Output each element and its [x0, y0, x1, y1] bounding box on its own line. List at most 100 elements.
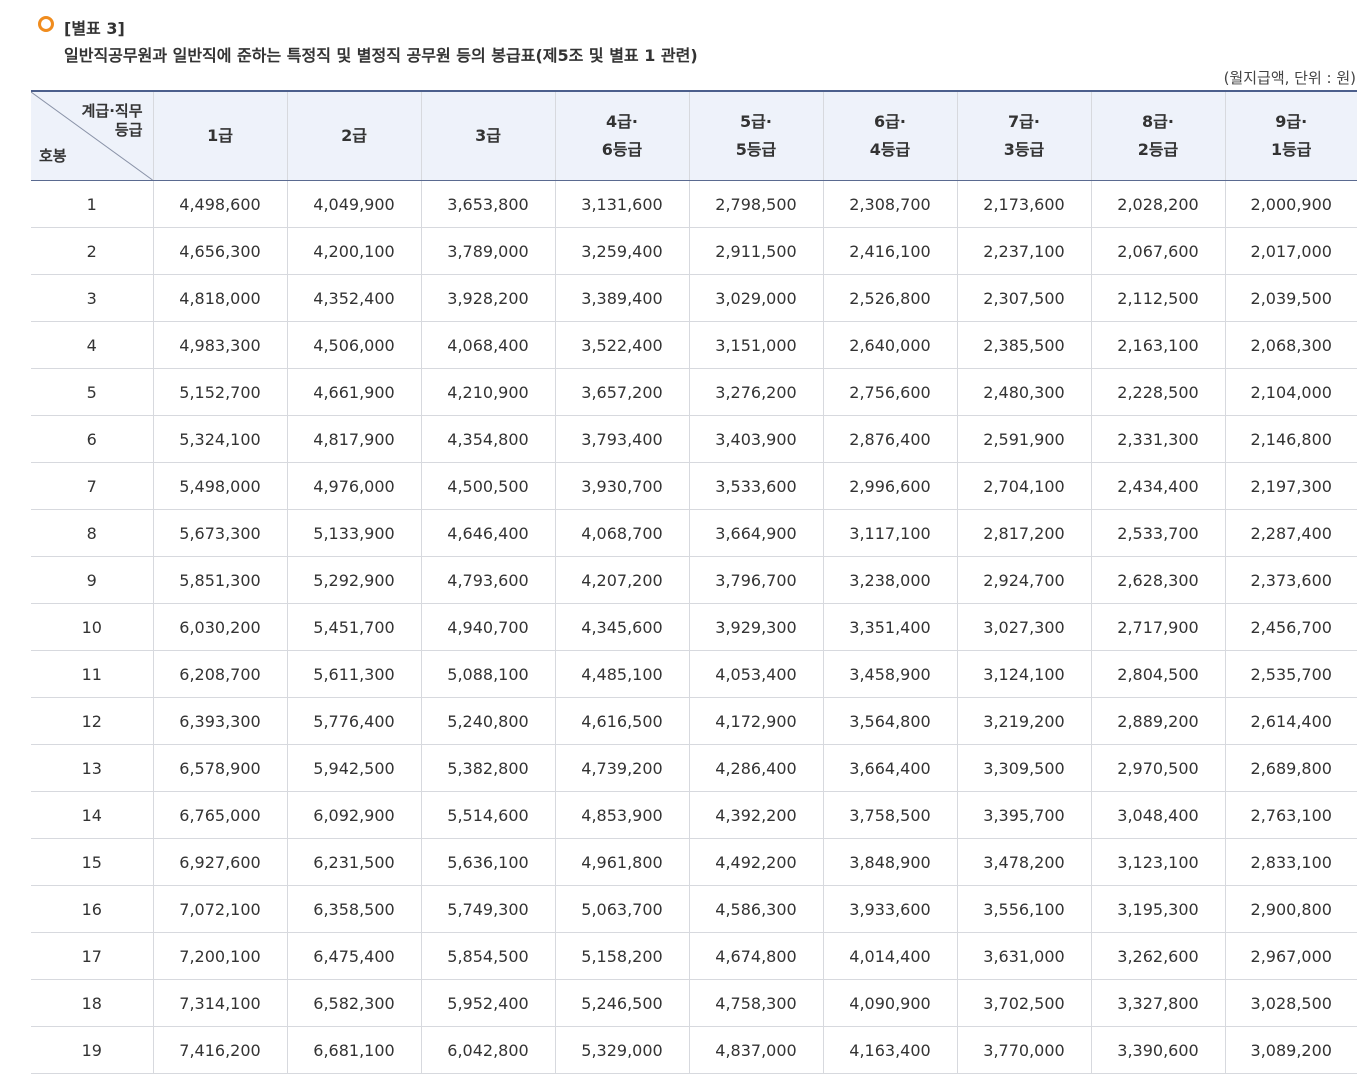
salary-cell: 2,889,200 — [1091, 697, 1226, 745]
corner-grade-line1: 계급·직무 — [81, 102, 143, 120]
salary-cell: 4,210,900 — [421, 368, 556, 416]
salary-cell: 6,578,900 — [153, 744, 288, 792]
salary-cell: 5,292,900 — [287, 556, 422, 604]
salary-cell: 3,029,000 — [689, 274, 824, 322]
salary-cell: 3,793,400 — [555, 415, 690, 463]
salary-cell: 3,327,800 — [1091, 979, 1226, 1027]
salary-cell: 4,352,400 — [287, 274, 422, 322]
salary-cell: 2,756,600 — [823, 368, 958, 416]
column-header: 6급· 4등급 — [823, 91, 958, 181]
salary-cell: 4,961,800 — [555, 838, 690, 886]
salary-cell: 5,851,300 — [153, 556, 288, 604]
salary-cell: 2,308,700 — [823, 180, 958, 228]
salary-cell: 6,042,800 — [421, 1026, 556, 1074]
salary-cell: 3,389,400 — [555, 274, 690, 322]
salary-cell: 3,124,100 — [957, 650, 1092, 698]
salary-cell: 3,631,000 — [957, 932, 1092, 980]
salary-cell: 3,478,200 — [957, 838, 1092, 886]
salary-cell: 4,586,300 — [689, 885, 824, 933]
salary-cell: 6,231,500 — [287, 838, 422, 886]
salary-cell: 2,533,700 — [1091, 509, 1226, 557]
diagonal-line — [31, 92, 152, 180]
salary-cell: 4,793,600 — [421, 556, 556, 604]
salary-cell: 5,854,500 — [421, 932, 556, 980]
salary-cell: 3,262,600 — [1091, 932, 1226, 980]
salary-cell: 4,485,100 — [555, 650, 690, 698]
salary-cell: 4,661,900 — [287, 368, 422, 416]
salary-cell: 2,039,500 — [1225, 274, 1357, 322]
salary-cell: 2,967,000 — [1225, 932, 1357, 980]
salary-cell: 5,324,100 — [153, 415, 288, 463]
salary-cell: 3,151,000 — [689, 321, 824, 369]
salary-cell: 2,804,500 — [1091, 650, 1226, 698]
salary-cell: 4,163,400 — [823, 1026, 958, 1074]
salary-cell: 5,776,400 — [287, 697, 422, 745]
salary-cell: 2,817,200 — [957, 509, 1092, 557]
salary-cell: 3,564,800 — [823, 697, 958, 745]
salary-cell: 3,309,500 — [957, 744, 1092, 792]
salary-cell: 4,500,500 — [421, 462, 556, 510]
salary-cell: 5,246,500 — [555, 979, 690, 1027]
step-cell: 2 — [31, 227, 154, 275]
salary-cell: 2,416,100 — [823, 227, 958, 275]
salary-cell: 6,030,200 — [153, 603, 288, 651]
salary-cell: 2,228,500 — [1091, 368, 1226, 416]
salary-cell: 2,970,500 — [1091, 744, 1226, 792]
salary-cell: 3,458,900 — [823, 650, 958, 698]
header-row: 계급·직무 등급 호봉 1급 2급 3급 4급· 6등급 5급· 5등급 6급· 4등… — [31, 91, 1357, 181]
step-cell: 9 — [31, 556, 154, 604]
salary-cell: 2,689,800 — [1225, 744, 1357, 792]
salary-cell: 4,818,000 — [153, 274, 288, 322]
salary-cell: 2,628,300 — [1091, 556, 1226, 604]
salary-cell: 4,068,700 — [555, 509, 690, 557]
salary-cell: 4,049,900 — [287, 180, 422, 228]
salary-cell: 2,112,500 — [1091, 274, 1226, 322]
salary-cell: 3,848,900 — [823, 838, 958, 886]
salary-cell: 3,259,400 — [555, 227, 690, 275]
circle-bullet-icon — [38, 16, 54, 32]
step-cell: 5 — [31, 368, 154, 416]
salary-cell: 2,000,900 — [1225, 180, 1357, 228]
salary-cell: 6,208,700 — [153, 650, 288, 698]
salary-cell: 4,207,200 — [555, 556, 690, 604]
table-row: 8 5,673,300 5,133,900 4,646,400 4,068,700 3,6… — [31, 509, 1357, 557]
column-header: 8급· 2등급 — [1091, 91, 1226, 181]
salary-cell: 2,640,000 — [823, 321, 958, 369]
salary-cell: 5,514,600 — [421, 791, 556, 839]
table-row: 5 5,152,700 4,661,900 4,210,900 3,657,200 3,2… — [31, 368, 1357, 416]
step-cell: 1 — [31, 180, 154, 228]
salary-cell: 3,123,100 — [1091, 838, 1226, 886]
salary-cell: 4,940,700 — [421, 603, 556, 651]
salary-cell: 6,393,300 — [153, 697, 288, 745]
salary-cell: 6,681,100 — [287, 1026, 422, 1074]
step-cell: 14 — [31, 791, 154, 839]
salary-cell: 5,673,300 — [153, 509, 288, 557]
salary-cell: 7,200,100 — [153, 932, 288, 980]
salary-cell: 2,535,700 — [1225, 650, 1357, 698]
salary-cell: 4,392,200 — [689, 791, 824, 839]
salary-cell: 5,942,500 — [287, 744, 422, 792]
salary-cell: 3,089,200 — [1225, 1026, 1357, 1074]
salary-cell: 2,798,500 — [689, 180, 824, 228]
salary-cell: 2,900,800 — [1225, 885, 1357, 933]
step-cell: 8 — [31, 509, 154, 557]
salary-cell: 2,307,500 — [957, 274, 1092, 322]
salary-cell: 2,924,700 — [957, 556, 1092, 604]
salary-cell: 4,345,600 — [555, 603, 690, 651]
salary-cell: 5,451,700 — [287, 603, 422, 651]
step-cell: 19 — [31, 1026, 154, 1074]
salary-cell: 4,014,400 — [823, 932, 958, 980]
salary-cell: 5,088,100 — [421, 650, 556, 698]
table-row: 17 7,200,100 6,475,400 5,854,500 5,158,200 4,… — [31, 932, 1357, 980]
salary-cell: 5,382,800 — [421, 744, 556, 792]
column-header: 4급· 6등급 — [555, 91, 690, 181]
salary-cell: 4,053,400 — [689, 650, 824, 698]
salary-cell: 2,717,900 — [1091, 603, 1226, 651]
column-header: 5급· 5등급 — [689, 91, 824, 181]
step-cell: 15 — [31, 838, 154, 886]
salary-cell: 5,152,700 — [153, 368, 288, 416]
table-title: 일반직공무원과 일반직에 준하는 특정직 및 별정직 공무원 등의 봉급표(제5… — [64, 46, 698, 65]
salary-cell: 5,158,200 — [555, 932, 690, 980]
step-cell: 6 — [31, 415, 154, 463]
salary-cell: 4,492,200 — [689, 838, 824, 886]
